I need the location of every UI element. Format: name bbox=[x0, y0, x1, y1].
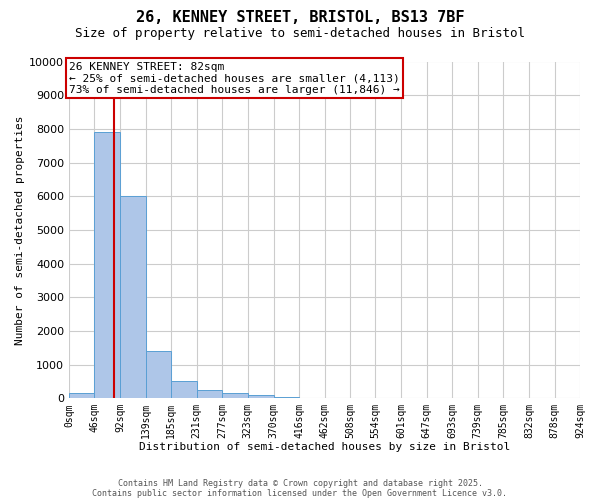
X-axis label: Distribution of semi-detached houses by size in Bristol: Distribution of semi-detached houses by … bbox=[139, 442, 510, 452]
Text: 26 KENNEY STREET: 82sqm
← 25% of semi-detached houses are smaller (4,113)
73% of: 26 KENNEY STREET: 82sqm ← 25% of semi-de… bbox=[69, 62, 400, 94]
Text: Size of property relative to semi-detached houses in Bristol: Size of property relative to semi-detach… bbox=[75, 28, 525, 40]
Bar bbox=[248, 395, 274, 398]
Text: Contains HM Land Registry data © Crown copyright and database right 2025.: Contains HM Land Registry data © Crown c… bbox=[118, 478, 482, 488]
Bar bbox=[172, 382, 197, 398]
Bar bbox=[120, 196, 146, 398]
Bar bbox=[197, 390, 222, 398]
Y-axis label: Number of semi-detached properties: Number of semi-detached properties bbox=[15, 115, 25, 344]
Bar bbox=[69, 393, 94, 398]
Text: 26, KENNEY STREET, BRISTOL, BS13 7BF: 26, KENNEY STREET, BRISTOL, BS13 7BF bbox=[136, 10, 464, 25]
Bar bbox=[222, 393, 248, 398]
Bar bbox=[94, 132, 120, 398]
Bar bbox=[146, 351, 172, 398]
Text: Contains public sector information licensed under the Open Government Licence v3: Contains public sector information licen… bbox=[92, 488, 508, 498]
Bar bbox=[274, 396, 299, 398]
